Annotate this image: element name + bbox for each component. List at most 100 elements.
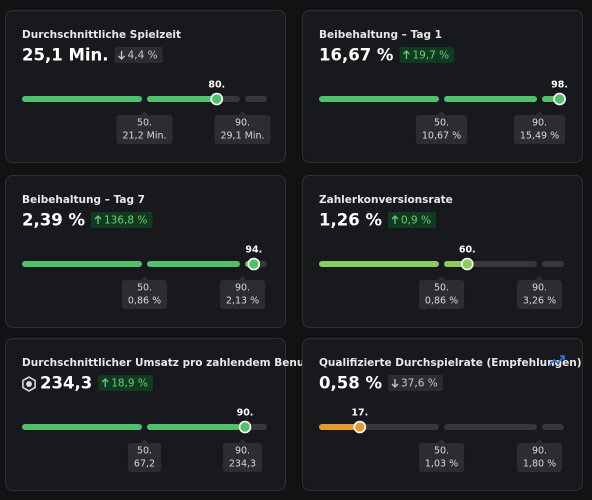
tooltip-pointer [437,111,446,115]
card-frame [302,338,583,491]
trend-arrow [118,51,126,60]
change-badge [114,47,163,63]
tooltip-pointer [535,111,544,115]
metric-card: Beibehaltung – Tag 1 16,67 % 19,7 % 98. 50. 1… [302,10,583,163]
coin-icon [22,376,36,392]
gauge-segment [245,96,267,102]
trend-icon-arrow [560,355,565,360]
gauge-fill [319,261,439,267]
percentile-metric: 234,3 [229,459,256,470]
percentile-metric: 0,86 % [425,296,458,307]
tooltip-pointer [535,439,544,443]
percentile-tooltip [513,115,566,144]
change-text: 18,9 % [111,378,148,390]
trend-arrow [391,379,399,388]
percentile-tooltip [415,115,468,144]
percentile-metric: 3,26 % [523,296,556,307]
change-badge [388,375,443,391]
metric-value: 1,26 % [319,211,382,230]
marker-label: 80. [208,80,225,91]
gauge-fill [22,261,142,267]
card-title: Durchschnittliche Spielzeit [22,29,181,41]
metric-card: Beibehaltung – Tag 7 2,39 % 136,8 % 94. 50. 0… [5,175,286,328]
card-title: Beibehaltung – Tag 7 [22,194,145,206]
card-frame [5,338,286,491]
percentile-label: 50. [137,446,152,457]
marker-dot [210,92,224,106]
marker-label: 94. [245,245,262,256]
percentile-label: 50. [434,118,449,129]
percentile-label: 50. [137,118,152,129]
tooltip-pointer [140,276,149,280]
marker-dot [460,257,474,271]
metric-value: 2,39 % [22,211,85,230]
card-title: Durchschnittlicher Umsatz pro zahlendem … [22,357,329,369]
trend-arrow [391,215,399,224]
percentile-tooltip [222,443,263,472]
percentile-tooltip [516,280,563,309]
card-frame [302,10,583,163]
gauge-fill [147,261,240,267]
percentile-label: 90. [235,118,250,129]
change-text: 37,6 % [401,378,438,390]
metric-value: 16,67 % [319,46,394,65]
percentile-metric: 21,2 Min. [122,131,166,142]
tooltip-pointer [437,439,446,443]
tooltip-pointer [535,276,544,280]
card-title: Beibehaltung – Tag 1 [319,29,442,41]
gauge-fill [319,424,360,430]
percentile-tooltip [116,115,173,144]
trend-icon [548,355,565,367]
change-text: 0,9 % [401,215,431,227]
percentile-label: 90. [532,118,547,129]
tooltip-pointer [437,276,446,280]
percentile-label: 50. [434,283,449,294]
trend-arrow [101,378,109,387]
card-title: Qualifizierte Durchspielrate (Empfehlung… [319,357,582,369]
percentile-label: 90. [532,283,547,294]
change-text: 19,7 % [412,50,449,62]
metric-card: Qualifizierte Durchspielrate (Empfehlung… [302,338,583,491]
metric-value: 25,1 Min. [22,46,109,65]
percentile-metric: 1,80 % [523,459,556,470]
percentile-metric: 2,13 % [226,296,259,307]
gauge-fill [22,96,142,102]
percentile-label: 90. [532,446,547,457]
tooltip-pointer [140,111,149,115]
change-badge [91,212,153,228]
percentile-tooltip [121,280,168,309]
percentile-metric: 1,03 % [425,459,458,470]
change-badge [98,375,153,391]
change-text: 136,8 % [104,215,147,227]
percentile-label: 50. [434,446,449,457]
percentile-tooltip [516,443,563,472]
metric-value: 0,58 % [319,374,382,393]
gauge-fill [444,96,537,102]
percentile-tooltip [214,115,271,144]
percentile-metric: 10,67 % [422,131,461,142]
card-title: Zahlerkonversionsrate [319,194,453,206]
marker-dot [238,420,252,434]
change-text: 4,4 % [128,50,158,62]
marker-label: 90. [237,408,254,419]
card-frame [302,175,583,328]
percentile-tooltip [418,280,465,309]
change-badge [399,47,455,63]
tooltip-pointer [140,439,149,443]
percentile-tooltip [127,443,162,472]
percentile-metric: 15,49 % [520,131,559,142]
gauge-fill [147,96,217,102]
gauge-segment [444,424,537,430]
marker-label: 17. [351,408,368,419]
card-frame [5,175,286,328]
tooltip-pointer [238,276,247,280]
marker-dot [353,420,367,434]
tooltip-pointer [238,439,247,443]
gauge-fill [22,424,142,430]
percentile-tooltip [219,280,266,309]
gauge-segment [542,261,564,267]
percentile-tooltip [418,443,465,472]
change-badge [388,212,437,228]
metric-card: Durchschnittliche Spielzeit 25,1 Min. 4,4 … [5,10,286,163]
